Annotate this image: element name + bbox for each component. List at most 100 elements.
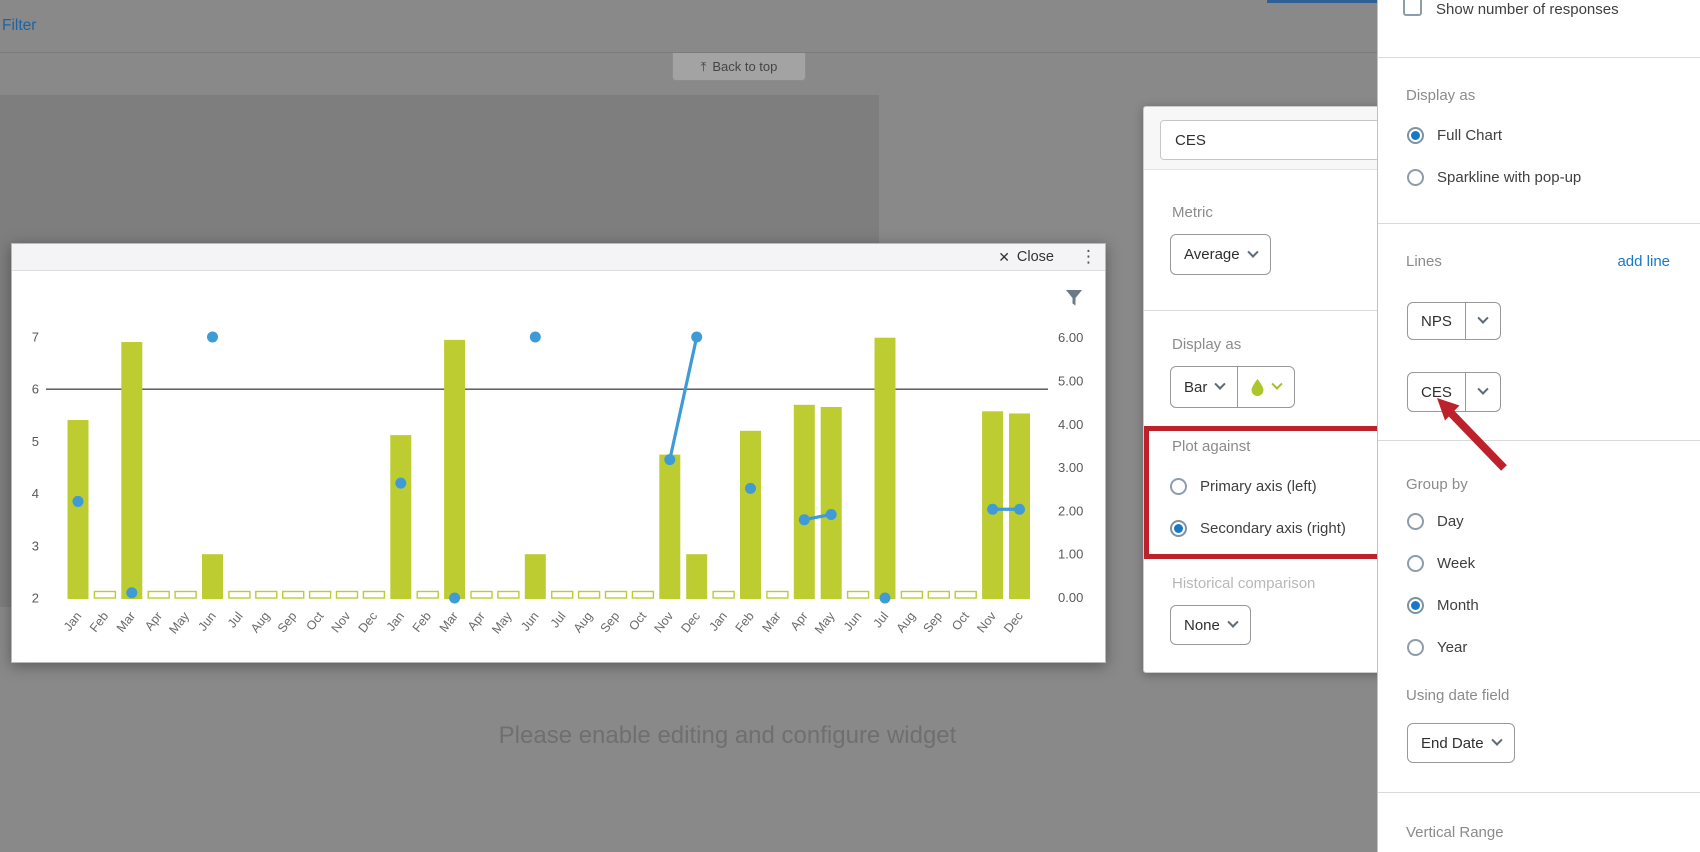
widget-settings-sidebar: Show number of responses Display as Full… [1377, 0, 1700, 852]
close-label: Close [1016, 249, 1054, 265]
left-axis-tick: 4 [32, 486, 39, 501]
radio-icon [1407, 597, 1424, 614]
right-axis-tick: 6.00 [1058, 330, 1083, 345]
x-axis-label: May [489, 609, 515, 637]
kebab-menu-icon[interactable]: ⋮ [1080, 247, 1097, 266]
left-axis-tick: 2 [32, 591, 39, 606]
data-point [207, 331, 218, 343]
lines-label: Lines [1406, 253, 1442, 270]
historical-comparison-dropdown[interactable]: None [1170, 605, 1251, 645]
filter-link[interactable]: Filter [2, 17, 37, 34]
x-axis-label: Aug [894, 609, 919, 635]
series-color-dropdown[interactable] [1237, 367, 1294, 407]
radio-secondary-axis[interactable]: Secondary axis (right) [1170, 520, 1346, 537]
x-axis-label: Feb [733, 609, 757, 635]
radio-label: Primary axis (left) [1200, 478, 1317, 495]
x-axis-label: Apr [142, 609, 165, 633]
modal-header: ✕ Close ⋮ [12, 244, 1105, 271]
right-axis-tick: 3.00 [1058, 460, 1083, 475]
radio-label: Day [1437, 513, 1464, 530]
ces-line-button[interactable]: CES [1408, 373, 1465, 411]
line-item-nps[interactable]: NPS [1407, 302, 1501, 340]
x-axis-label: Feb [410, 609, 434, 635]
up-arrow-icon: ⤒ [700, 58, 707, 74]
bar [793, 404, 815, 599]
date-field-dropdown[interactable]: End Date [1407, 723, 1515, 763]
x-axis-label: Mar [437, 609, 461, 635]
radio-full-chart[interactable]: Full Chart [1407, 127, 1502, 144]
empty-bar [147, 590, 170, 599]
data-point [798, 514, 810, 526]
x-axis-label: Jan [384, 609, 407, 634]
droplet-icon [1251, 378, 1264, 396]
historical-value: None [1184, 616, 1220, 634]
empty-bar [416, 590, 439, 599]
right-axis-tick: 2.00 [1058, 503, 1083, 518]
display-as-label: Display as [1172, 336, 1242, 353]
data-point [449, 592, 461, 604]
empty-bar [255, 590, 278, 599]
radio-icon [1407, 169, 1424, 186]
radio-primary-axis[interactable]: Primary axis (left) [1170, 478, 1317, 495]
close-button[interactable]: ✕ Close [998, 249, 1054, 266]
metric-dropdown[interactable]: Average [1170, 234, 1271, 275]
empty-bar [335, 590, 359, 599]
x-axis-label: Nov [651, 609, 676, 636]
radio-group-by-week[interactable]: Week [1407, 555, 1475, 572]
chevron-down-icon [1477, 312, 1489, 324]
x-axis-label: Sep [275, 609, 300, 635]
left-axis-tick: 7 [32, 330, 39, 345]
x-axis-label: Jan [707, 609, 730, 634]
left-axis-tick: 3 [32, 538, 39, 553]
empty-bar [604, 590, 628, 599]
bar [740, 430, 761, 599]
bar [874, 337, 896, 599]
radio-label: Year [1437, 639, 1468, 656]
x-axis-label: Jul [225, 609, 246, 630]
x-axis-label: May [166, 609, 192, 637]
x-axis-label: Apr [465, 609, 488, 633]
empty-bar [497, 590, 520, 599]
ces-line-menu[interactable] [1464, 373, 1500, 411]
x-axis-label: Jul [548, 609, 569, 630]
empty-bar [900, 590, 924, 599]
radio-group-by-year[interactable]: Year [1407, 639, 1467, 656]
x-axis-label: Aug [571, 609, 596, 635]
x-axis-label: Aug [248, 609, 273, 635]
back-to-top-button[interactable]: ⤒ Back to top [672, 53, 806, 81]
radio-icon [1170, 520, 1187, 537]
vertical-range-label: Vertical Range [1406, 824, 1504, 841]
back-to-top-label: Back to top [712, 59, 778, 74]
chevron-down-icon [1271, 378, 1284, 390]
line-name-input[interactable] [1160, 120, 1380, 160]
left-axis-tick: 5 [32, 434, 39, 449]
add-line-link[interactable]: add line [1617, 253, 1670, 270]
sidebar-divider [1378, 57, 1700, 58]
show-responses-checkbox[interactable] [1403, 0, 1422, 16]
sidebar-divider [1378, 223, 1700, 224]
empty-bar [551, 590, 574, 599]
radio-sparkline[interactable]: Sparkline with pop-up [1407, 169, 1581, 186]
empty-bar [362, 590, 386, 599]
nps-line-button[interactable]: NPS [1408, 303, 1465, 339]
radio-group-by-month[interactable]: Month [1407, 597, 1479, 614]
x-axis-label: Jun [518, 609, 541, 634]
display-as-dropdown[interactable]: Bar [1170, 366, 1296, 408]
radio-group-by-day[interactable]: Day [1407, 513, 1464, 530]
x-axis-label: Jun [841, 609, 864, 634]
x-axis-label: Mar [759, 609, 783, 635]
historical-comparison-label: Historical comparison [1172, 575, 1316, 592]
bar [686, 554, 708, 599]
empty-bar [308, 590, 332, 599]
chevron-down-icon [1490, 734, 1503, 746]
using-date-field-label: Using date field [1406, 687, 1510, 704]
x-axis-label: Nov [974, 609, 999, 636]
nps-line-menu[interactable] [1464, 303, 1500, 339]
chart-filter-icon[interactable] [1065, 289, 1083, 307]
empty-bar [174, 590, 197, 599]
x-axis-label: Oct [949, 609, 972, 633]
x-axis-label: Dec [356, 609, 381, 635]
line-item-ces[interactable]: CES [1407, 372, 1501, 412]
line-name: NPS [1421, 312, 1452, 330]
